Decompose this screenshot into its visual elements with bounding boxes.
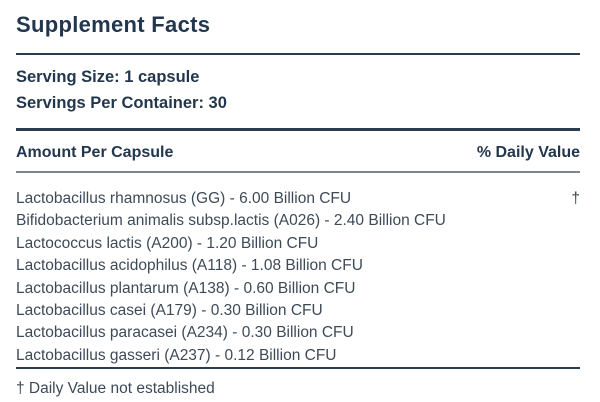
ingredient-name: Lactobacillus gasseri (A237) - 0.12 Bill… <box>16 346 337 364</box>
ingredient-row: Bifidobacterium animalis subsp.lactis (A… <box>16 210 580 232</box>
column-header-row: Amount Per Capsule % Daily Value <box>16 142 580 164</box>
ingredient-name: Lactobacillus rhamnosus (GG) - 6.00 Bill… <box>16 190 352 207</box>
divider-bottom <box>16 367 580 370</box>
ingredient-row: Lactobacillus paracasei (A234) - 0.30 Bi… <box>16 322 580 344</box>
ingredient-row: Lactobacillus rhamnosus (GG) - 6.00 Bill… <box>16 188 580 210</box>
divider-heavy <box>16 128 580 131</box>
ingredient-name: Lactobacillus acidophilus (A118) - 1.08 … <box>16 257 363 275</box>
ingredient-name: Lactobacillus casei (A179) - 0.30 Billio… <box>16 302 323 320</box>
servings-per-container-line: Servings Per Container: 30 <box>16 94 227 112</box>
ingredient-row: Lactococcus lactis (A200) - 1.20 Billion… <box>16 233 580 255</box>
footnote: † Daily Value not established <box>16 380 215 398</box>
amount-per-capsule-header: Amount Per Capsule <box>16 144 174 161</box>
ingredient-name: Lactococcus lactis (A200) - 1.20 Billion… <box>16 234 319 252</box>
serving-size-line: Serving Size: 1 capsule <box>16 68 200 86</box>
ingredient-row: Lactobacillus gasseri (A237) - 0.12 Bill… <box>16 345 580 367</box>
ingredient-list: Lactobacillus rhamnosus (GG) - 6.00 Bill… <box>16 188 580 367</box>
ingredient-name: Bifidobacterium animalis subsp.lactis (A… <box>16 212 446 230</box>
daily-value-header: % Daily Value <box>476 144 580 161</box>
divider-gray <box>16 171 580 173</box>
ingredient-name: Lactobacillus plantarum (A138) - 0.60 Bi… <box>16 279 356 297</box>
serving-info: Serving Size: 1 capsule Servings Per Con… <box>16 64 580 116</box>
ingredient-row: Lactobacillus casei (A179) - 0.30 Billio… <box>16 300 580 322</box>
panel-title: Supplement Facts <box>16 12 211 37</box>
ingredient-row: Lactobacillus acidophilus (A118) - 1.08 … <box>16 255 580 277</box>
ingredient-daily-value-dagger: † <box>571 190 580 207</box>
ingredient-row: Lactobacillus plantarum (A138) - 0.60 Bi… <box>16 278 580 300</box>
divider-under-title <box>16 53 580 55</box>
ingredient-name: Lactobacillus paracasei (A234) - 0.30 Bi… <box>16 324 354 342</box>
